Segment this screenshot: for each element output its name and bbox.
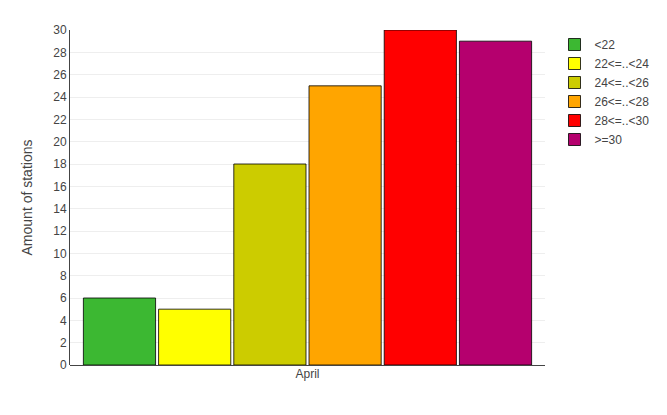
svg-text:2: 2 [60, 336, 67, 350]
svg-text:<22: <22 [595, 38, 616, 52]
svg-text:26: 26 [53, 68, 67, 82]
svg-text:Amount of stations: Amount of stations [19, 140, 35, 256]
svg-text:April: April [295, 367, 319, 381]
svg-text:22: 22 [53, 113, 67, 127]
svg-text:8: 8 [60, 269, 67, 283]
svg-text:28: 28 [53, 46, 67, 60]
svg-text:26<=..<28: 26<=..<28 [595, 95, 650, 109]
svg-text:14: 14 [53, 202, 67, 216]
svg-text:0: 0 [60, 358, 67, 372]
svg-text:12: 12 [53, 224, 67, 238]
svg-text:>=30: >=30 [595, 133, 623, 147]
svg-text:6: 6 [60, 291, 67, 305]
svg-text:18: 18 [53, 157, 67, 171]
svg-text:16: 16 [53, 180, 67, 194]
svg-text:10: 10 [53, 247, 67, 261]
svg-text:4: 4 [60, 314, 67, 328]
svg-text:28<=..<30: 28<=..<30 [595, 114, 650, 128]
svg-text:24: 24 [53, 90, 67, 104]
svg-text:20: 20 [53, 135, 67, 149]
svg-text:30: 30 [53, 23, 67, 37]
svg-text:24<=..<26: 24<=..<26 [595, 76, 650, 90]
svg-text:22<=..<24: 22<=..<24 [595, 57, 650, 71]
